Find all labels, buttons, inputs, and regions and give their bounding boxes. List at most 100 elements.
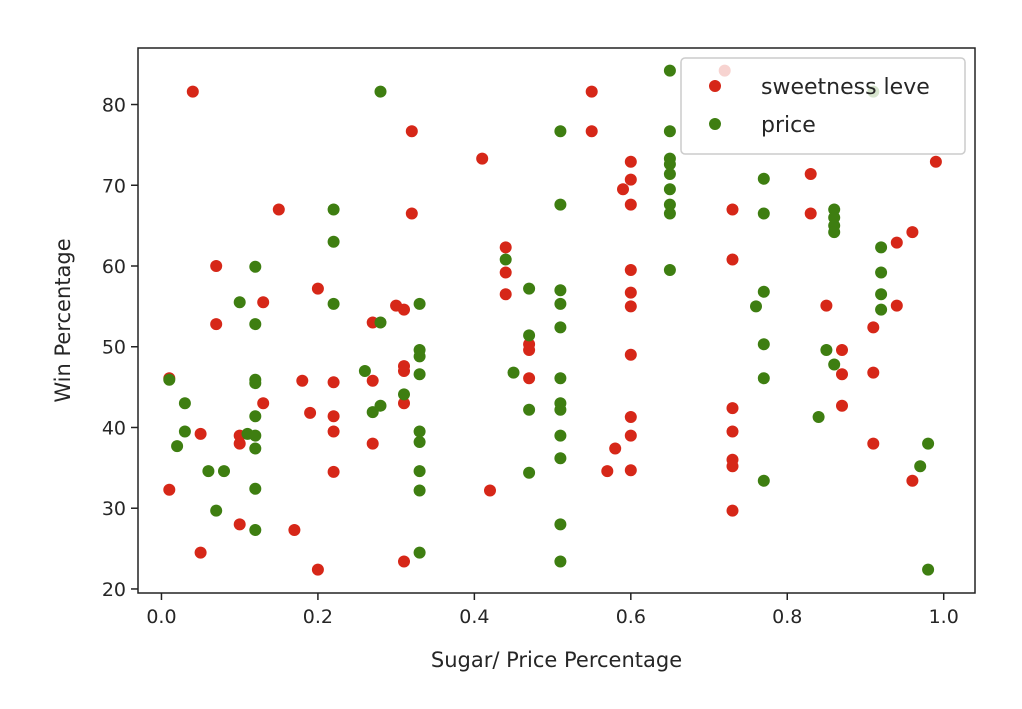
scatter-point: [624, 286, 637, 299]
scatter-point: [624, 348, 637, 361]
legend-marker: [709, 80, 721, 92]
legend: sweetness leve price: [680, 57, 966, 155]
scatter-point: [413, 297, 426, 310]
scatter-point: [554, 125, 567, 138]
legend-label: sweetness leve: [761, 75, 930, 100]
scatter-point: [358, 365, 371, 377]
scatter-point: [194, 546, 207, 559]
scatter-point: [413, 546, 426, 559]
scatter-point: [867, 366, 880, 379]
series-price: [163, 64, 935, 576]
scatter-point: [554, 284, 567, 297]
scatter-point: [398, 397, 410, 410]
scatter-point: [374, 399, 387, 412]
scatter-point: [554, 321, 567, 334]
scatter-point: [499, 241, 512, 254]
scatter-point: [327, 410, 340, 423]
x-tick-label: 0.0: [146, 606, 176, 628]
scatter-point: [585, 125, 598, 138]
scatter-point: [249, 260, 262, 273]
scatter-point: [757, 338, 770, 351]
scatter-point: [327, 425, 340, 438]
scatter-point: [875, 303, 888, 316]
scatter-point: [726, 504, 739, 517]
scatter-point: [836, 344, 848, 356]
scatter-point: [218, 465, 230, 478]
scatter-point: [726, 203, 739, 216]
scatter-point: [249, 429, 262, 442]
scatter-point: [836, 368, 848, 381]
scatter-point: [171, 440, 184, 453]
y-tick-label: 30: [102, 498, 126, 520]
scatter-point: [296, 374, 309, 387]
scatter-point: [476, 152, 489, 165]
scatter-point: [663, 158, 676, 171]
scatter-point: [624, 464, 637, 477]
scatter-point: [327, 376, 340, 389]
scatter-point: [663, 264, 676, 276]
scatter-point: [663, 168, 676, 180]
y-axis-ticks: 20 30 40 50 60 70 80: [102, 95, 138, 601]
scatter-point: [413, 465, 426, 478]
scatter-point: [178, 397, 191, 410]
x-tick-label: 0.6: [616, 606, 646, 628]
scatter-point: [507, 366, 520, 379]
scatter-point: [554, 429, 567, 442]
scatter-point: [828, 226, 841, 239]
x-tick-label: 0.8: [772, 606, 802, 628]
scatter-point: [327, 297, 340, 310]
scatter-point: [178, 425, 191, 438]
scatter-point: [554, 403, 567, 416]
legend-items: sweetness leve price: [709, 75, 930, 138]
scatter-point: [499, 266, 512, 279]
scatter-point: [202, 465, 215, 478]
scatter-point: [617, 183, 629, 196]
scatter-point: [374, 316, 387, 329]
scatter-point: [624, 300, 637, 313]
scatter-point: [523, 282, 536, 295]
scatter-point: [663, 207, 676, 220]
y-tick-label: 80: [102, 95, 126, 117]
x-tick-label: 0.2: [303, 606, 333, 628]
scatter-point: [554, 452, 567, 465]
scatter-point: [663, 198, 676, 211]
x-axis-label: Sugar/ Price Percentage: [431, 648, 682, 672]
scatter-point: [163, 483, 176, 496]
scatter-point: [257, 296, 270, 309]
scatter-point: [233, 518, 246, 531]
scatter-point: [405, 207, 418, 220]
scatter-point: [554, 297, 567, 310]
scatter-point: [398, 388, 410, 401]
y-tick-label: 50: [102, 337, 126, 359]
scatter-point: [249, 318, 262, 331]
scatter-point: [523, 344, 536, 356]
scatter-point: [828, 358, 841, 371]
scatter-point: [210, 504, 223, 517]
scatter-point: [914, 460, 927, 473]
legend-box: [680, 57, 966, 155]
scatter-point: [836, 399, 848, 412]
scatter-point: [288, 524, 301, 536]
scatter-point: [272, 203, 285, 216]
scatter-point: [757, 285, 770, 298]
scatter-point: [194, 427, 207, 440]
scatter-point: [523, 466, 536, 479]
scatter-point: [663, 183, 676, 196]
scatter-point: [210, 260, 223, 272]
scatter-point: [890, 299, 903, 312]
scatter-point: [249, 377, 262, 390]
scatter-point: [249, 410, 262, 423]
scatter-point: [327, 465, 340, 478]
scatter-point: [413, 350, 426, 363]
scatter-point: [249, 482, 262, 495]
scatter-point: [757, 474, 770, 487]
x-axis-ticks: 0.0 0.2 0.4 0.6 0.8 1.0: [146, 593, 959, 628]
scatter-point: [757, 172, 770, 185]
scatter-point: [812, 411, 825, 423]
scatter-point: [663, 125, 676, 138]
scatter-point: [257, 397, 270, 410]
scatter-point: [366, 374, 379, 387]
scatter-point: [374, 85, 387, 98]
scatter-point: [601, 465, 614, 478]
scatter-point: [624, 173, 637, 186]
